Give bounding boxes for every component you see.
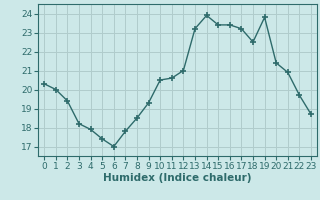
X-axis label: Humidex (Indice chaleur): Humidex (Indice chaleur) [103,173,252,183]
